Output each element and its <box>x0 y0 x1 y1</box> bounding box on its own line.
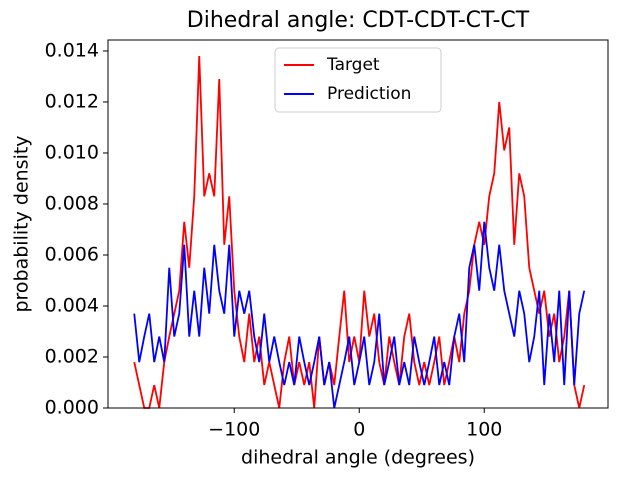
x-axis-label: dihedral angle (degrees) <box>241 447 475 469</box>
y-tick-label: 0.010 <box>45 141 99 163</box>
y-tick-label: 0.004 <box>45 294 99 316</box>
y-tick-label: 0.014 <box>45 39 99 61</box>
legend-box <box>274 47 442 113</box>
y-tick-label: 0.006 <box>45 243 99 265</box>
y-tick-label: 0.012 <box>45 90 99 112</box>
x-tick-label: 100 <box>466 419 502 441</box>
x-tick-label: 0 <box>353 419 365 441</box>
line <box>133 221 586 409</box>
chart-title: Dihedral angle: CDT-CDT-CT-CT <box>187 8 530 33</box>
legend-label: Target <box>326 55 380 75</box>
legend-label: Prediction <box>327 84 411 104</box>
y-tick-label: 0.008 <box>45 192 99 214</box>
y-tick-label: 0.002 <box>45 345 99 367</box>
plot-frame <box>107 39 609 409</box>
y-axis-label: probability density <box>11 135 33 312</box>
x-tick-label: −100 <box>208 419 260 441</box>
y-tick-label: 0.000 <box>45 397 99 419</box>
